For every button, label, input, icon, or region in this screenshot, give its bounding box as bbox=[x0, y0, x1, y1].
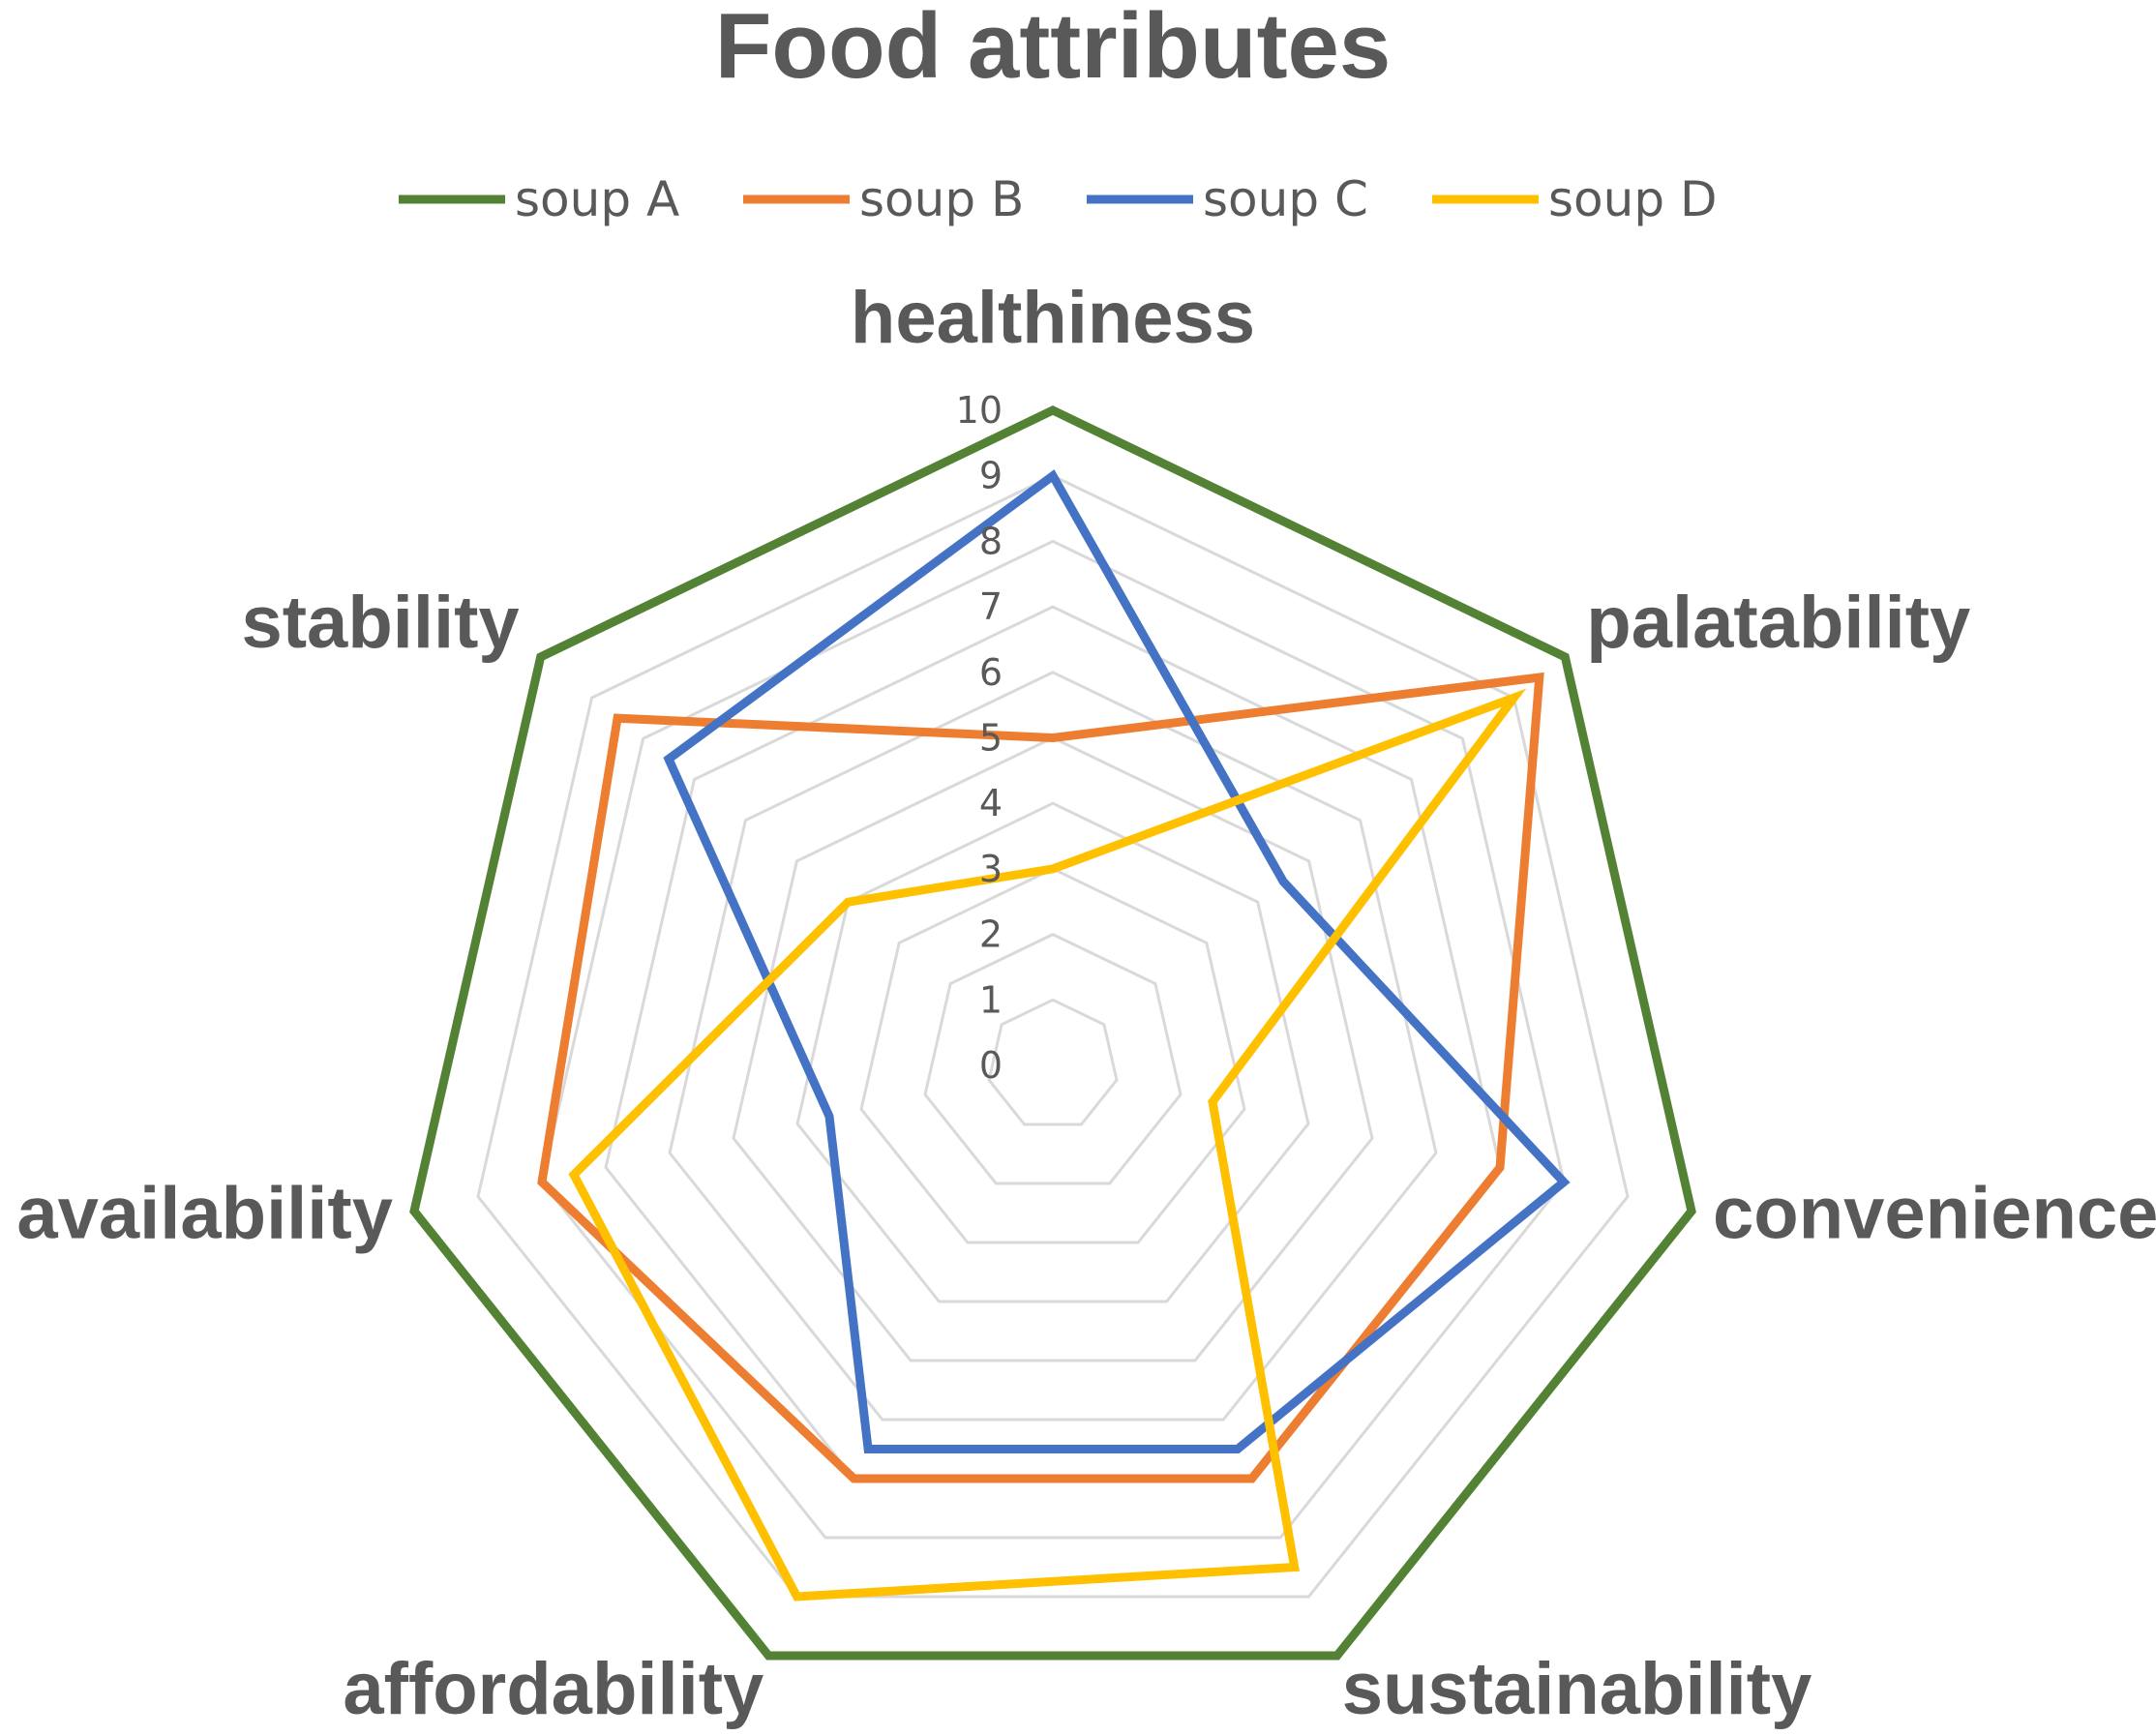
axis-label-convenience: convenience bbox=[1713, 1173, 2156, 1255]
tick-label: 8 bbox=[979, 520, 1003, 562]
grid bbox=[412, 408, 1693, 1658]
series-line-soup-d bbox=[568, 688, 1527, 1601]
grid-ring-2 bbox=[923, 932, 1183, 1185]
tick-label: 5 bbox=[979, 717, 1003, 760]
tick-label: 4 bbox=[979, 782, 1003, 824]
legend-label-soup-c: soup C bbox=[1203, 171, 1368, 227]
chart-title: Food attributes bbox=[715, 0, 1392, 98]
legend-label-soup-b: soup B bbox=[859, 171, 1024, 227]
tick-label: 0 bbox=[979, 1044, 1003, 1087]
grid-ring-1 bbox=[987, 998, 1119, 1126]
series-layer bbox=[409, 405, 1696, 1661]
grid-ring-3 bbox=[859, 867, 1246, 1244]
series-line-soup-c bbox=[663, 469, 1571, 1453]
tick-label: 1 bbox=[979, 978, 1003, 1021]
axis-label-affordability: affordability bbox=[343, 1648, 764, 1730]
grid-ring-9 bbox=[476, 474, 1630, 1599]
legend: soup A soup B soup C soup D bbox=[399, 171, 1717, 227]
tick-label: 3 bbox=[979, 848, 1003, 890]
tick-label: 9 bbox=[979, 455, 1003, 497]
grid-ring-4 bbox=[795, 801, 1310, 1303]
grid-ring-8 bbox=[540, 539, 1566, 1540]
legend-label-soup-d: soup D bbox=[1548, 171, 1717, 227]
tick-label: 7 bbox=[979, 585, 1003, 628]
axis-labels: healthiness palatability convenience sustai… bbox=[16, 277, 2156, 1730]
tick-labels: 0 1 2 3 4 5 6 7 8 9 10 bbox=[956, 389, 1003, 1087]
axis-label-palatability: palatability bbox=[1586, 582, 1970, 664]
grid-ring-6 bbox=[668, 671, 1438, 1422]
axis-label-healthiness: healthiness bbox=[851, 277, 1255, 359]
tick-label: 2 bbox=[979, 913, 1003, 956]
axis-label-stability: stability bbox=[241, 582, 519, 664]
series-line-soup-a bbox=[409, 405, 1696, 1661]
series-line-soup-b bbox=[537, 672, 1544, 1483]
legend-label-soup-a: soup A bbox=[515, 171, 679, 227]
axis-label-availability: availability bbox=[16, 1173, 393, 1255]
tick-label: 6 bbox=[979, 651, 1003, 694]
tick-label: 10 bbox=[956, 389, 1003, 432]
grid-ring-10 bbox=[412, 408, 1693, 1658]
axis-label-sustainability: sustainability bbox=[1342, 1648, 1812, 1730]
grid-ring-5 bbox=[732, 735, 1374, 1362]
